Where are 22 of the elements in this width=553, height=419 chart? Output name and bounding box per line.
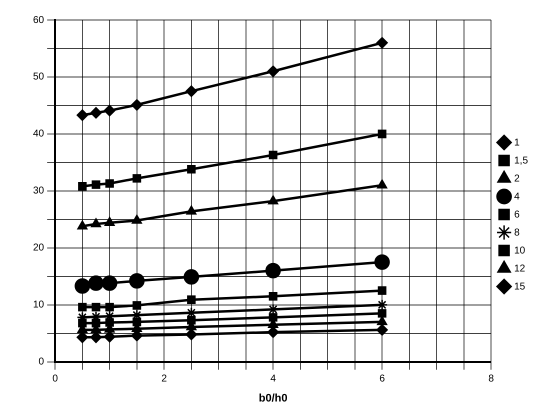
y-tick-label: 40 bbox=[33, 128, 45, 140]
legend-label: 8 bbox=[514, 227, 520, 238]
y-tick-label: 0 bbox=[38, 356, 45, 368]
legend-label: 1 bbox=[514, 137, 520, 148]
legend-label: 1,5 bbox=[514, 155, 528, 166]
legend-label: 12 bbox=[514, 263, 526, 274]
legend-label: 10 bbox=[514, 245, 526, 256]
y-tick-label: 10 bbox=[33, 300, 45, 311]
x-axis-title: b0/h0 bbox=[258, 392, 288, 404]
legend-label: 4 bbox=[514, 191, 520, 202]
x-tick-label: 8 bbox=[488, 374, 494, 385]
y-tick-label: 60 bbox=[33, 14, 45, 26]
legend-label: 6 bbox=[514, 209, 520, 220]
x-tick-label: 6 bbox=[379, 374, 386, 385]
x-tick-label: 2 bbox=[161, 374, 168, 385]
legend-label: 15 bbox=[514, 281, 526, 292]
y-tick-label: 30 bbox=[33, 186, 45, 197]
y-tick-label: 20 bbox=[33, 242, 45, 254]
y-tick-label: 50 bbox=[33, 72, 45, 83]
legend-label: 2 bbox=[514, 173, 520, 184]
x-tick-label: 4 bbox=[270, 374, 276, 385]
x-tick-label: 0 bbox=[52, 374, 58, 385]
